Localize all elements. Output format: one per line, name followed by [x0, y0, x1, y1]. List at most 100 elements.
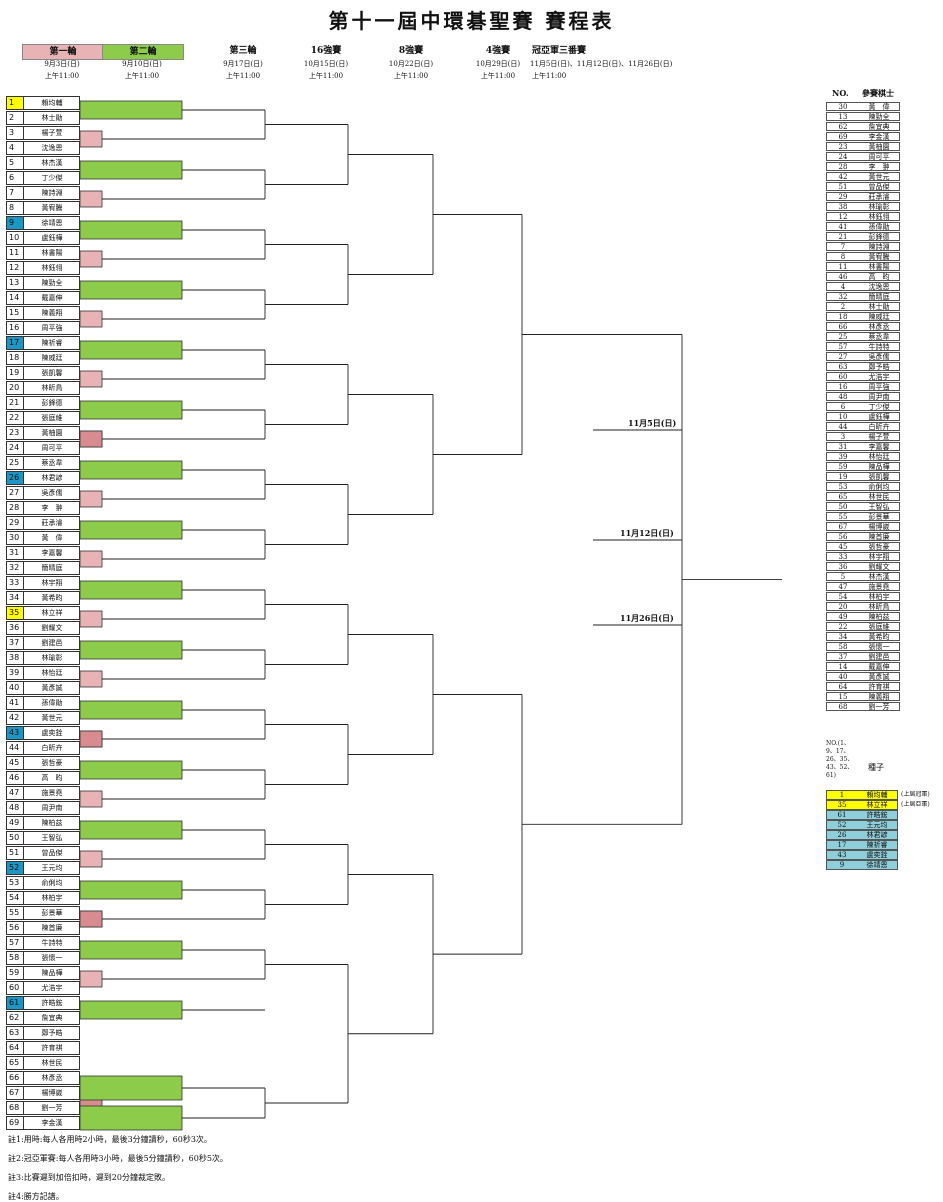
participant-number: 48	[838, 393, 848, 401]
side-table-col-no: NO.	[832, 88, 849, 98]
page-title: 第十一屆中環碁聖賽 賽程表	[328, 9, 615, 33]
second-round-block	[79, 280, 183, 300]
participant-row: 34 黃希昀	[826, 632, 900, 641]
player-row: 25 蔡丞韋	[6, 456, 80, 470]
participant-row: 11 林書陽	[826, 262, 900, 271]
participant-row: 57 牛詩特	[826, 342, 900, 351]
participant-name: 吳彥儒	[868, 353, 890, 361]
player-row: 21 彭鋒德	[6, 396, 80, 410]
participant-number: 54	[838, 593, 848, 601]
participant-name: 李 翀	[868, 163, 890, 171]
player-number: 7	[7, 187, 24, 199]
player-row: 60 尤浩宇	[6, 981, 80, 995]
player-name: 吳彥儒	[41, 489, 63, 497]
player-row: 29 莊承濬	[6, 516, 80, 530]
participant-row: 4 沈逸恩	[826, 282, 900, 291]
player-name: 林宇翔	[41, 579, 63, 587]
player-name: 高 昀	[41, 774, 63, 782]
player-number: 60	[7, 982, 24, 994]
seed-note-title: 種子	[868, 763, 884, 772]
round-date-2: 9月10日(日)	[122, 60, 162, 68]
seed-remark: (上屆冠軍)	[901, 791, 930, 798]
participant-row: 68 劉一芳	[826, 702, 900, 711]
player-name: 劉建邑	[41, 639, 63, 647]
participant-row: 22 張庭維	[826, 622, 900, 631]
seed-number: 61	[837, 811, 847, 819]
participant-name: 黃世元	[868, 173, 890, 181]
participant-name: 陳詩淵	[868, 243, 890, 251]
player-number: 48	[7, 802, 24, 814]
participant-name: 陳勁全	[868, 113, 890, 121]
player-name: 盧鈺樺	[41, 234, 63, 242]
player-number: 69	[7, 1117, 24, 1129]
player-row: 43 盧奕銓	[6, 726, 80, 740]
player-number: 17	[7, 337, 24, 349]
participant-number: 37	[838, 653, 848, 661]
player-name: 陳首廉	[41, 924, 63, 932]
player-number: 26	[7, 472, 24, 484]
participant-name: 莊承濬	[868, 193, 890, 201]
participant-row: 3 楊子萱	[826, 432, 900, 441]
player-name: 黃彥誠	[41, 684, 63, 692]
player-number: 29	[7, 517, 24, 529]
player-row: 35 林立祥	[6, 606, 80, 620]
player-row: 59 陳品樺	[6, 966, 80, 980]
participant-name: 林瑜彰	[868, 203, 890, 211]
player-row: 56 陳首廉	[6, 921, 80, 935]
round-header-6: 4強賽	[485, 46, 511, 56]
participant-name: 盧鈺樺	[868, 413, 890, 421]
player-number: 57	[7, 937, 24, 949]
player-number: 14	[7, 292, 24, 304]
seed-remark: (上屆亞軍)	[901, 801, 930, 808]
participant-row: 13 陳勁全	[826, 112, 900, 121]
participant-number: 66	[838, 323, 848, 331]
participant-number: 67	[838, 523, 848, 531]
participant-name: 彭景華	[868, 513, 890, 521]
first-round-block	[79, 550, 103, 568]
participant-number: 40	[838, 673, 848, 681]
participant-number: 55	[838, 513, 848, 521]
participant-row: 39 林怡廷	[826, 452, 900, 461]
player-name: 林昕鳥	[41, 384, 63, 392]
participant-name: 牛詩特	[868, 343, 890, 351]
player-name: 黃 偉	[41, 534, 63, 542]
participant-number: 59	[838, 463, 848, 471]
player-name: 彭鋒德	[41, 399, 63, 407]
player-row: 49 陳柏茲	[6, 816, 80, 830]
participant-name: 林士勛	[868, 303, 890, 311]
participant-name: 李嘉馨	[868, 443, 890, 451]
player-name: 張庭維	[41, 414, 63, 422]
player-number: 47	[7, 787, 24, 799]
player-number: 19	[7, 367, 24, 379]
seed-number: 35	[837, 801, 847, 809]
player-number: 1	[7, 97, 24, 109]
player-name: 周平強	[41, 324, 63, 332]
player-name: 林書陽	[41, 249, 63, 257]
player-name: 白昕卉	[41, 744, 63, 752]
player-number: 20	[7, 382, 24, 394]
player-name: 李金漢	[41, 1119, 63, 1127]
player-number: 65	[7, 1057, 24, 1069]
player-number: 46	[7, 772, 24, 784]
player-number: 16	[7, 322, 24, 334]
participant-number: 24	[838, 153, 848, 161]
round-time-4: 上午11:00	[308, 72, 344, 80]
first-round-block	[79, 490, 103, 508]
participant-row: 50 王智弘	[826, 502, 900, 511]
player-name: 曾品傑	[41, 849, 63, 857]
participant-row: 62 詹宜典	[826, 122, 900, 131]
participant-number: 6	[840, 403, 846, 411]
player-number: 4	[7, 142, 24, 154]
participant-number: 11	[838, 263, 848, 271]
player-number: 53	[7, 877, 24, 889]
player-name: 張懷一	[41, 954, 63, 962]
final-date-label: 11月12日(日)	[620, 528, 674, 538]
participant-number: 4	[840, 283, 846, 291]
player-row: 52 王元均	[6, 861, 80, 875]
participant-row: 58 張懷一	[826, 642, 900, 651]
participant-name: 白昕卉	[868, 423, 890, 431]
participant-row: 2 林士勛	[826, 302, 900, 311]
participant-row: 66 林彥丞	[826, 322, 900, 331]
player-number: 55	[7, 907, 24, 919]
round-date-6: 10月29日(日)	[475, 60, 521, 68]
